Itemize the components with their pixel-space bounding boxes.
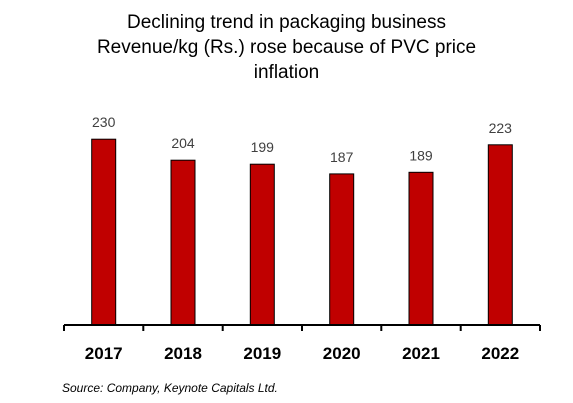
data-labels-group: 230 204 199 187 189 223 bbox=[92, 114, 512, 165]
bars-group bbox=[91, 138, 513, 326]
bar-2022 bbox=[487, 144, 513, 326]
chart-title-line-3: inflation bbox=[253, 62, 320, 83]
data-label-2021: 189 bbox=[409, 147, 433, 163]
data-label-2020: 187 bbox=[330, 149, 354, 165]
x-axis: 2017 2018 2019 2020 2021 2022 bbox=[63, 324, 541, 363]
x-tick-label-2022: 2022 bbox=[481, 344, 519, 363]
bar-2019 bbox=[249, 163, 275, 326]
x-tick-label-2017: 2017 bbox=[85, 344, 123, 363]
chart-title-line-2: Revenue/kg (Rs.) rose because of PVC pri… bbox=[96, 37, 477, 58]
x-tick-label-2018: 2018 bbox=[164, 344, 202, 363]
data-label-2019: 199 bbox=[251, 139, 275, 155]
data-label-2022: 223 bbox=[489, 120, 513, 136]
x-tick-label-2019: 2019 bbox=[243, 344, 281, 363]
source-note: Source: Company, Keynote Capitals Ltd. bbox=[62, 381, 278, 395]
bar-2018 bbox=[170, 159, 196, 326]
chart-title-line-1: Declining trend in packaging business bbox=[127, 12, 446, 33]
data-label-2018: 204 bbox=[171, 135, 195, 151]
bar-2021 bbox=[408, 171, 434, 326]
bar-2020 bbox=[329, 173, 355, 326]
x-tick-label-2021: 2021 bbox=[402, 344, 440, 363]
bar-2017 bbox=[91, 138, 117, 326]
x-tick-label-2020: 2020 bbox=[323, 344, 361, 363]
data-label-2017: 230 bbox=[92, 114, 116, 130]
chart-title: Declining trend in packaging business Re… bbox=[0, 10, 573, 85]
